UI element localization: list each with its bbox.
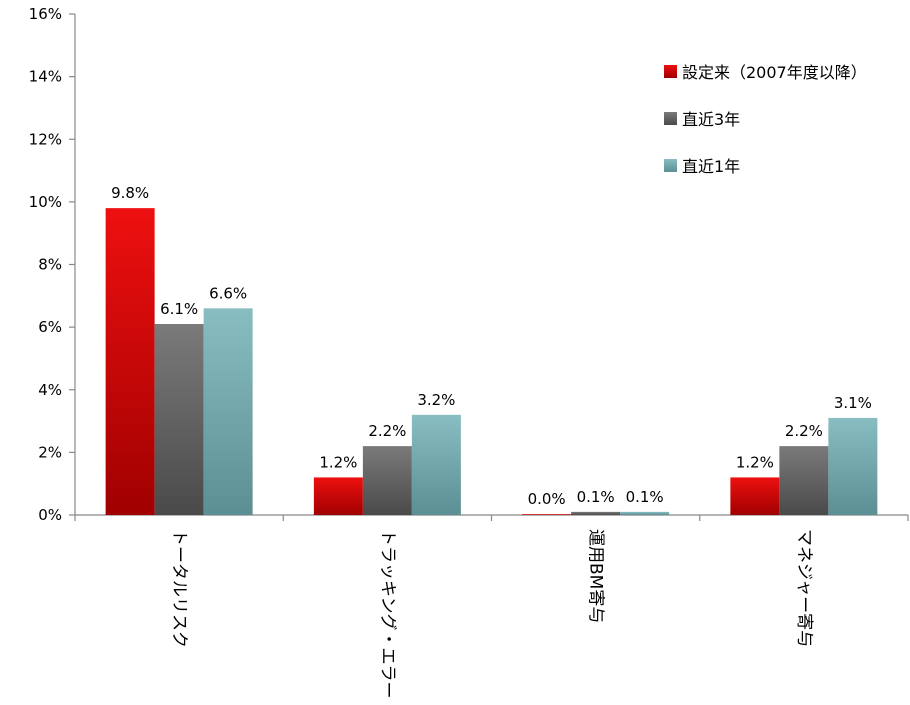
x-category-label: マネジャー寄与: [794, 529, 814, 647]
data-label: 0.0%: [528, 490, 566, 508]
data-label: 2.2%: [368, 422, 406, 440]
data-label: 9.8%: [111, 184, 149, 202]
bar: [730, 477, 780, 515]
bar: [203, 308, 253, 515]
legend-label: 直近3年: [682, 110, 740, 129]
data-label: 3.2%: [417, 391, 455, 409]
data-label: 3.1%: [834, 394, 872, 412]
bar: [571, 511, 621, 515]
data-label: 0.1%: [626, 488, 664, 506]
bar: [313, 477, 363, 515]
y-tick-label: 2%: [38, 443, 62, 461]
bar: [154, 323, 204, 515]
x-category-label: トラッキング・エラー: [377, 529, 397, 699]
data-label: 1.2%: [319, 453, 357, 471]
legend-label: 直近1年: [682, 157, 740, 176]
y-tick-label: 6%: [38, 318, 62, 336]
y-tick-label: 10%: [29, 193, 62, 211]
data-label: 2.2%: [785, 422, 823, 440]
y-tick-label: 16%: [29, 5, 62, 23]
bar: [105, 208, 155, 515]
y-tick-label: 12%: [29, 130, 62, 148]
legend-label: 設定来（2007年度以降）: [682, 63, 867, 82]
legend-swatch: [664, 159, 677, 172]
x-category-label: トータルリスク: [169, 529, 189, 648]
legend-swatch: [664, 112, 677, 125]
y-tick-label: 8%: [38, 256, 62, 274]
y-tick-label: 4%: [38, 381, 62, 399]
legend-swatch: [664, 65, 677, 78]
bar: [620, 511, 670, 515]
data-label: 6.1%: [160, 300, 198, 318]
plot-area: 0% 2% 4% 6% 8% 10% 12% 14% 16% 9.8% 6.1% 6.6% トータルリス…: [29, 5, 909, 699]
bar: [362, 446, 412, 515]
bar: [828, 417, 878, 515]
y-tick-label: 0%: [38, 506, 62, 524]
y-tick-label: 14%: [29, 68, 62, 86]
bar: [522, 514, 572, 515]
data-label: 6.6%: [209, 284, 247, 302]
data-label: 1.2%: [736, 453, 774, 471]
x-category-label: 運用BM寄与: [586, 529, 606, 623]
bar: [779, 446, 829, 515]
bar: [411, 414, 461, 515]
data-label: 0.1%: [577, 488, 615, 506]
